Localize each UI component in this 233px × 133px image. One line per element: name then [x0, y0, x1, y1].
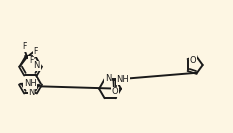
Text: N: N	[34, 61, 40, 70]
Text: O: O	[190, 56, 196, 65]
Text: F: F	[34, 47, 38, 56]
Text: N: N	[28, 88, 35, 97]
Text: NH: NH	[116, 75, 129, 84]
Text: O: O	[112, 87, 118, 96]
Text: NH: NH	[24, 79, 36, 88]
Text: F: F	[29, 57, 33, 65]
Text: N: N	[105, 74, 111, 83]
Text: F: F	[22, 42, 26, 51]
